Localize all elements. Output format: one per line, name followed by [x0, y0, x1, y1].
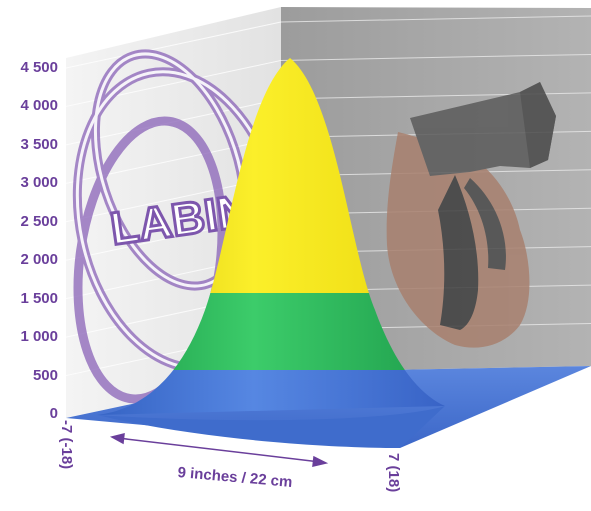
surface-band-low [97, 370, 445, 415]
surface-band-high [210, 58, 369, 293]
surface [97, 58, 445, 448]
y-tick-label: 2 000 [20, 251, 58, 269]
x-span-arrow [109, 433, 329, 467]
hand-nozzle-image [386, 82, 556, 348]
gridline-right [280, 53, 591, 61]
y-tick-label: 3 500 [20, 135, 58, 153]
y-tick-label: 500 [32, 366, 58, 384]
gridline-left [65, 21, 282, 69]
y-tick-label: 0 [49, 405, 58, 422]
gridline-right [280, 15, 591, 23]
y-tick-label: 2 500 [20, 212, 58, 230]
y-tick-label: 3 000 [20, 174, 58, 192]
surface-band-mid [173, 293, 405, 370]
y-tick-label: 1 000 [20, 328, 58, 346]
x-axis-right-label: 7 (18) [385, 453, 402, 493]
y-tick-label: 4 000 [20, 97, 58, 115]
y-tick-label: 4 500 [20, 59, 58, 76]
surface-front-rim [97, 406, 445, 448]
x-axis-left-label: -7 (-18) [58, 420, 75, 470]
y-tick-label: 1 500 [20, 289, 58, 307]
